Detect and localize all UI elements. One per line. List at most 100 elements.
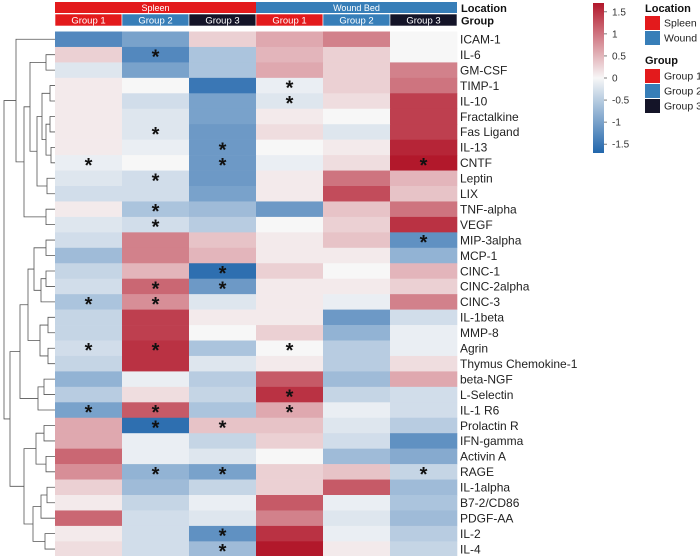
row-label: IL-1 R6 [460, 403, 500, 417]
dendrogram-branch [47, 347, 55, 365]
heatmap-cell [323, 139, 391, 156]
group-bar-label: Group 1 [272, 16, 306, 27]
dendrogram-branch [15, 38, 55, 163]
significance-star: * [420, 464, 428, 486]
significance-star: * [219, 139, 227, 161]
heatmap-cell [189, 417, 257, 434]
heatmap-cell [189, 355, 257, 372]
row-label: IL-6 [460, 48, 481, 62]
heatmap-cell [189, 62, 257, 79]
heatmap-cell [122, 417, 190, 434]
heatmap-cell [256, 417, 324, 434]
heatmap-cell [390, 464, 458, 480]
heatmap-cell [122, 201, 190, 218]
legend-title-group: Group [645, 55, 678, 67]
heatmap-cell [122, 278, 190, 295]
heatmap-cell [122, 402, 190, 419]
heatmap-cell [323, 402, 391, 419]
dendrogram-branch [45, 239, 55, 256]
significance-star: * [286, 387, 294, 409]
location-bar-label: Wound Bed [333, 3, 380, 13]
dendrogram-branch [35, 432, 46, 465]
heatmap-cell [256, 525, 324, 542]
row-label: CINC-3 [460, 295, 500, 309]
heatmap-cell [55, 216, 123, 233]
colorbar-tick-label: -0.5 [612, 96, 630, 107]
dendrogram-branch [45, 54, 55, 71]
row-label: GM-CSF [460, 63, 507, 77]
annotation-title-location: Location [461, 3, 507, 15]
row-label: Thymus Chemokine-1 [460, 357, 578, 371]
heatmap-cell [390, 139, 458, 156]
group-bar-label: Group 3 [406, 16, 440, 27]
heatmap-cell [189, 170, 257, 187]
heatmap-cell [189, 510, 257, 527]
row-label: L-Selectin [460, 388, 513, 402]
dendrogram-branch [9, 351, 24, 487]
row-label: Fas Ligand [460, 125, 519, 139]
heatmap-cell [323, 525, 391, 542]
heatmap-cell [189, 448, 257, 465]
heatmap-cell [189, 155, 257, 171]
heatmap-cell [390, 294, 458, 310]
heatmap-cell [390, 402, 458, 419]
heatmap-cell [55, 417, 123, 434]
row-label: RAGE [460, 465, 494, 479]
heatmap-cell [122, 464, 190, 480]
heatmap-cell [323, 232, 391, 249]
heatmap-cell [55, 46, 123, 63]
heatmap-cell [55, 525, 123, 542]
legend-swatch [645, 84, 660, 98]
heatmap-cell [55, 479, 123, 496]
heatmap-cell [323, 448, 391, 465]
heatmap-cell [323, 325, 391, 341]
heatmap-cell [122, 510, 190, 527]
row-label: CINC-2alpha [460, 280, 530, 294]
heatmap-cell [122, 186, 190, 202]
heatmap-cell [122, 31, 190, 48]
significance-star: * [152, 278, 160, 300]
legend-label: Wound Bed [664, 33, 700, 45]
heatmap-cell [256, 124, 324, 140]
heatmap-cell [390, 541, 458, 556]
heatmap-cell [189, 46, 257, 63]
heatmap-cell [189, 93, 257, 110]
location-bar-spleen [55, 2, 256, 13]
heatmap-cell [122, 62, 190, 79]
heatmap-cell [55, 541, 123, 556]
heatmap-cell [55, 232, 123, 249]
heatmap-cell [189, 263, 257, 279]
legend-swatch [645, 31, 660, 45]
heatmap-cell [390, 108, 458, 125]
heatmap-cell [122, 124, 190, 140]
heatmap-cell [323, 294, 391, 310]
row-label: PDGF-AA [460, 511, 513, 525]
heatmap-cell [390, 263, 458, 279]
heatmap-cell [323, 170, 391, 187]
row-label: IL-13 [460, 141, 488, 155]
heatmap-cell [256, 325, 324, 341]
significance-markers: ****** * ******* ** ** * *** * ** ** * *** [85, 47, 428, 556]
heatmap-cell [55, 402, 123, 419]
heatmap-cell [189, 371, 257, 388]
significance-star: * [219, 263, 227, 285]
dendrogram-branch [37, 386, 55, 411]
heatmap-cell [323, 355, 391, 372]
heatmap-cell [256, 294, 324, 310]
heatmap-cell [55, 371, 123, 388]
heatmap-cell [122, 93, 190, 110]
heatmap-cell [122, 355, 190, 372]
heatmap-cell [323, 186, 391, 202]
heatmap-cell [256, 216, 324, 233]
heatmap-cell [323, 278, 391, 295]
heatmap-cell [323, 479, 391, 496]
significance-star: * [219, 278, 227, 300]
heatmap-cell [256, 232, 324, 249]
row-label: IL-2 [460, 527, 481, 541]
heatmap-cell [55, 31, 123, 48]
legend-label: Group 1 [664, 71, 700, 83]
heatmap-cell [256, 340, 324, 357]
legend-title-location: Location [645, 3, 691, 15]
heatmap-cell [256, 510, 324, 527]
